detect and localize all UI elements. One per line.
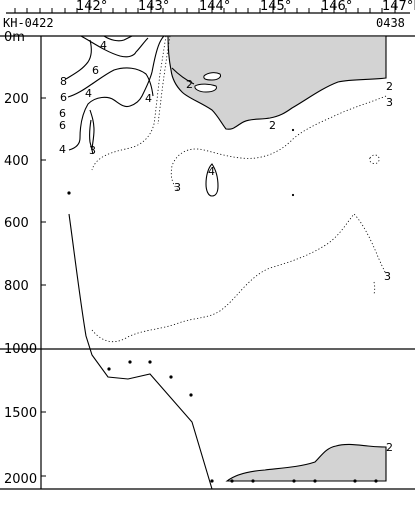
depth-label-1500: 1500 xyxy=(4,406,37,421)
depth-label-200: 200 xyxy=(4,92,29,107)
clabel-3-mid: 3 xyxy=(174,181,181,194)
sample-dot xyxy=(148,360,152,364)
contour-island-b xyxy=(194,83,217,93)
clabel-3-far: 3 xyxy=(384,270,391,283)
clabel-6-a: 6 xyxy=(92,64,99,77)
clabel-8: 8 xyxy=(60,75,67,88)
shaded-core-deep xyxy=(225,443,387,482)
depth-label-600: 600 xyxy=(4,216,29,231)
clabel-2-right: 2 xyxy=(386,80,393,93)
depth-ticks xyxy=(41,97,46,477)
contour-8 xyxy=(65,39,92,80)
sample-points xyxy=(67,128,378,483)
station-right-label: 0438 xyxy=(376,16,405,30)
contour-3-left xyxy=(89,119,94,155)
shaded-core-upper xyxy=(167,35,387,130)
lon-label-145: 145° xyxy=(260,0,291,14)
lon-label-143: 143° xyxy=(138,0,169,14)
sample-dot xyxy=(107,367,111,371)
sample-dot xyxy=(230,479,234,483)
sample-dot xyxy=(374,479,378,483)
contour-3-dotted-inner xyxy=(157,35,171,125)
sample-dot xyxy=(128,360,132,364)
clabel-2-island: 2 xyxy=(186,78,193,91)
clabel-4-c: 4 xyxy=(145,92,152,105)
depth-label-800: 800 xyxy=(4,279,29,294)
clabel-4-b: 4 xyxy=(85,87,92,100)
lon-label-144: 144° xyxy=(199,0,230,14)
clabel-2-main: 2 xyxy=(269,119,276,132)
sample-dot xyxy=(313,479,317,483)
clabel-4-mid: 4 xyxy=(208,165,215,178)
contour-4-left xyxy=(68,35,165,151)
longitude-ticks xyxy=(14,3,396,13)
contour-2-main xyxy=(171,67,195,85)
lon-label-147e: 147°E xyxy=(382,0,415,14)
sample-dot xyxy=(251,479,255,483)
clabel-6-b: 6 xyxy=(60,91,67,104)
depth-label-0m: 0m xyxy=(4,30,25,45)
sample-dot xyxy=(291,128,295,132)
lon-label-146: 146° xyxy=(321,0,352,14)
contour-dotted-small-ring xyxy=(369,154,380,165)
clabel-2-deep: 2 xyxy=(386,441,393,454)
clabel-6-c: 6 xyxy=(59,107,66,120)
contour-6-left xyxy=(89,109,95,151)
sample-dot xyxy=(169,375,173,379)
sample-dot xyxy=(353,479,357,483)
depth-label-2000: 2000 xyxy=(4,472,37,487)
sample-dot xyxy=(291,193,295,197)
sample-dot xyxy=(67,191,71,195)
contour-3-dotted-main xyxy=(91,35,167,171)
station-left-label: KH-0422 xyxy=(3,16,54,30)
sample-dot xyxy=(292,479,296,483)
contour-4-mid xyxy=(205,163,219,197)
clabel-4-top: 4 xyxy=(100,39,107,52)
clabel-4-d: 4 xyxy=(59,143,66,156)
depth-label-400: 400 xyxy=(4,154,29,169)
sample-dot xyxy=(210,479,214,483)
contour-island-a xyxy=(203,72,221,81)
clabel-6-d: 6 xyxy=(59,119,66,132)
deep-water-line xyxy=(68,213,213,490)
sample-dot xyxy=(189,393,193,397)
contour-dotted-tail xyxy=(373,281,376,295)
contour-4-top xyxy=(103,35,133,42)
contour-3-dotted-deep xyxy=(91,213,387,343)
contour-6-upper xyxy=(80,35,149,58)
clabel-3-a: 3 xyxy=(89,144,96,157)
clabel-3-right: 3 xyxy=(386,96,393,109)
lon-label-142: 142° xyxy=(76,0,107,14)
contour-6-lower xyxy=(67,67,154,98)
depth-label-1000: 1000 xyxy=(4,342,37,357)
